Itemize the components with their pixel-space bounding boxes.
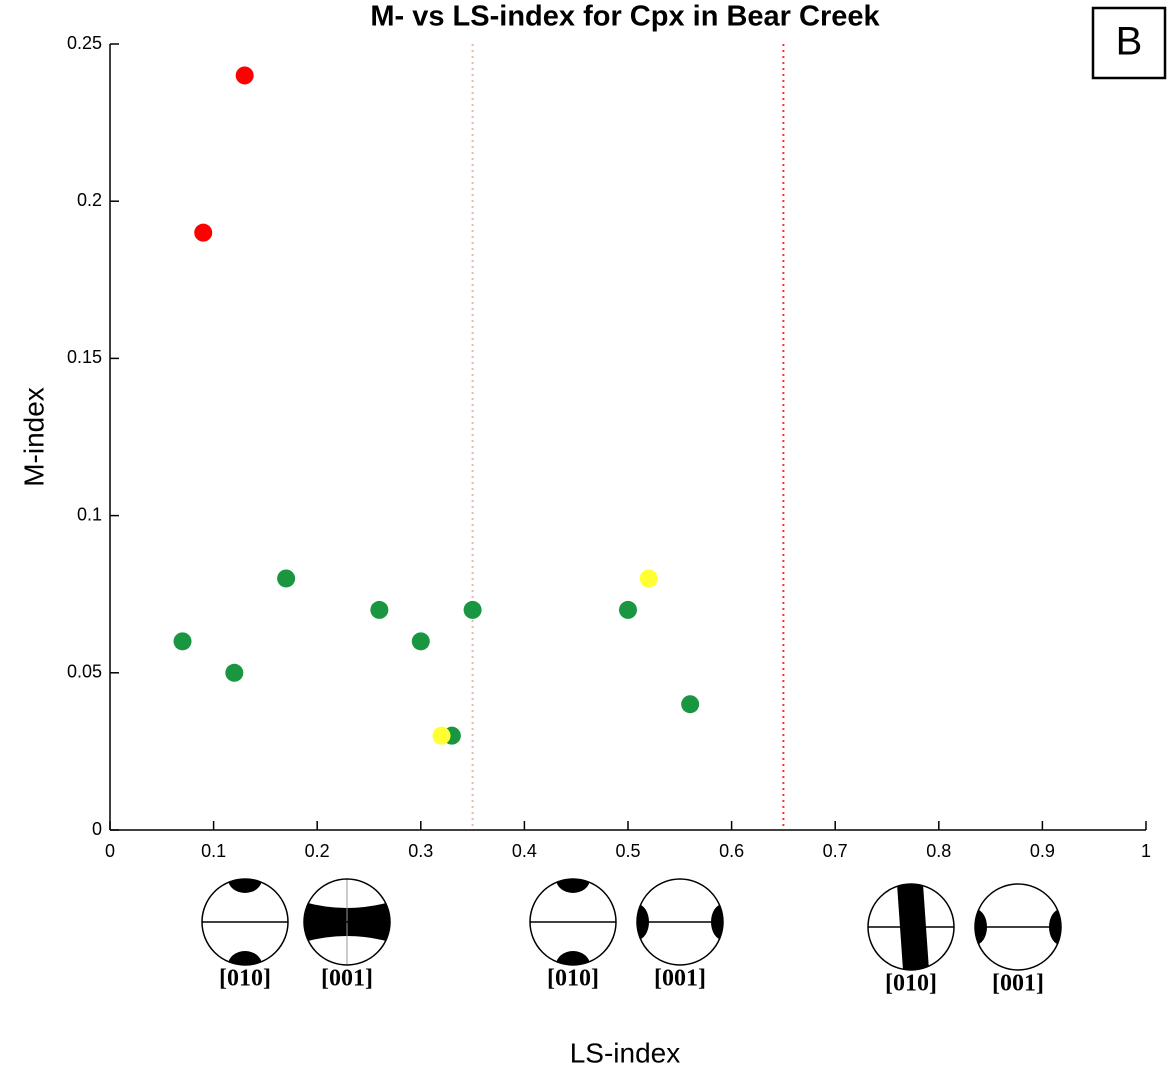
point: [681, 695, 700, 714]
panel-label: B: [1116, 20, 1143, 64]
x-tick-label: 0.9: [1030, 841, 1055, 861]
point: [411, 632, 430, 651]
pole-figure-outline: [529, 878, 617, 966]
pole-cap: [556, 951, 590, 965]
x-tick-label: 1: [1141, 841, 1151, 861]
point: [463, 600, 482, 619]
pole-figure-label: [001]: [654, 966, 706, 992]
pole-figure-label: [010]: [885, 971, 937, 997]
point: [370, 600, 389, 619]
pole-figure-label: [001]: [992, 971, 1044, 997]
pole-figure: [304, 879, 390, 965]
point: [639, 569, 658, 588]
y-axis-label: M-index: [18, 387, 49, 487]
x-tick-label: 0.2: [305, 841, 330, 861]
point: [619, 600, 637, 619]
pole-figure: [202, 879, 288, 965]
point: [432, 726, 451, 745]
pole-figure: [975, 884, 1061, 970]
x-tick-label: 0.6: [719, 841, 744, 861]
pole-figure: [637, 879, 723, 965]
point: [173, 632, 192, 651]
point: [235, 66, 254, 85]
y-tick-label: 0.1: [77, 504, 102, 524]
pole-figure: [530, 879, 616, 965]
y-tick-label: 0.25: [67, 33, 102, 53]
x-tick-label: 0.3: [408, 841, 433, 861]
pole-figure-label: [001]: [321, 966, 373, 992]
pole-figure-label: [010]: [219, 966, 271, 992]
x-tick-label: 0: [105, 841, 115, 861]
pole-cap: [1049, 909, 1061, 945]
pole-figure-outline: [303, 878, 391, 966]
x-tick-label: 0.8: [926, 841, 951, 861]
x-tick-label: 0.4: [512, 841, 537, 861]
pole-figure-label: [010]: [547, 966, 599, 992]
y-tick-label: 0.05: [67, 662, 102, 682]
x-axis-label: LS-index: [570, 1037, 681, 1068]
chart-title: M- vs LS-index for Cpx in Bear Creek: [370, 1, 880, 33]
pole-figure-outline: [201, 878, 289, 966]
pole-figure-outline: [636, 878, 724, 966]
pole-cap: [975, 909, 987, 945]
y-tick-label: 0: [92, 819, 102, 839]
pole-cap: [637, 904, 649, 940]
panel-box: [1091, 6, 1167, 80]
pole-cap: [228, 951, 262, 965]
point: [194, 223, 213, 242]
pole-cap: [711, 904, 723, 940]
pole-cap: [228, 879, 262, 893]
y-tick-label: 0.15: [67, 347, 102, 367]
x-tick-label: 0.7: [823, 841, 848, 861]
pole-figure-outline: [974, 883, 1062, 971]
point: [277, 569, 296, 588]
pole-figure-outline: [867, 883, 955, 971]
point: [225, 663, 244, 682]
x-tick-label: 0.1: [201, 841, 226, 861]
pole-cap: [556, 879, 590, 893]
pole-figure: [868, 884, 954, 970]
y-tick-label: 0.2: [77, 190, 102, 210]
x-tick-label: 0.5: [615, 841, 640, 861]
